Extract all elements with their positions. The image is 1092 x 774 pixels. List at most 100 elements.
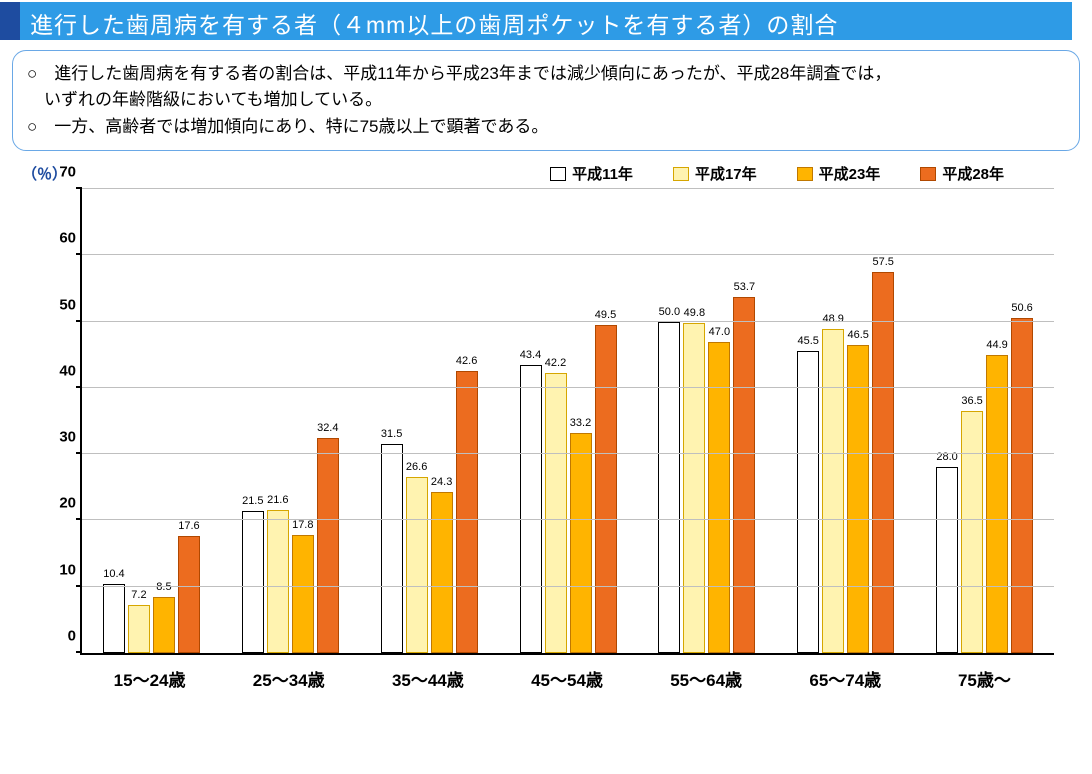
y-tick-mark — [76, 187, 82, 189]
y-tick-mark — [76, 452, 82, 454]
bar-value-label: 17.6 — [178, 520, 199, 532]
bar: 49.8 — [683, 323, 705, 653]
bar: 24.3 — [431, 492, 453, 653]
y-tick-label: 20 — [42, 495, 76, 512]
bar: 17.8 — [292, 535, 314, 653]
bar: 57.5 — [872, 272, 894, 653]
bar-value-label: 10.4 — [103, 568, 124, 580]
bar-value-label: 49.8 — [684, 307, 705, 319]
legend-swatch — [673, 167, 689, 181]
title-accent — [0, 2, 20, 40]
bar-value-label: 26.6 — [406, 461, 427, 473]
bar: 53.7 — [733, 297, 755, 653]
bar: 45.5 — [797, 351, 819, 653]
y-tick-label: 70 — [42, 164, 76, 181]
x-axis-label: 35～44歳 — [358, 666, 497, 691]
bar: 43.4 — [520, 365, 542, 653]
bar: 21.6 — [267, 510, 289, 653]
bar-value-label: 32.4 — [317, 422, 338, 434]
y-tick-mark — [76, 253, 82, 255]
bar: 28.0 — [936, 467, 958, 653]
y-tick-label: 10 — [42, 561, 76, 578]
bar: 42.2 — [545, 373, 567, 653]
bar-value-label: 21.6 — [267, 494, 288, 506]
grid-line — [82, 254, 1054, 255]
bars: 31.526.624.342.6 — [381, 189, 478, 653]
bars: 43.442.233.249.5 — [520, 189, 617, 653]
y-tick-label: 0 — [42, 628, 76, 645]
bar: 49.5 — [595, 325, 617, 653]
bar: 42.6 — [456, 371, 478, 653]
summary-line-3: ○ 一方、高齢者では増加傾向にあり、特に75歳以上で顕著である。 — [27, 114, 1065, 140]
legend-swatch — [920, 167, 936, 181]
y-tick-label: 30 — [42, 429, 76, 446]
y-tick-mark — [76, 518, 82, 520]
y-tick-label: 40 — [42, 362, 76, 379]
bar-group: 43.442.233.249.5 — [499, 189, 638, 653]
bar-value-label: 44.9 — [986, 339, 1007, 351]
legend-item: 平成17年 — [673, 163, 757, 184]
y-tick-mark — [76, 386, 82, 388]
bar-value-label: 7.2 — [131, 589, 146, 601]
bars: 50.049.847.053.7 — [658, 189, 755, 653]
x-axis-labels: 15～24歳25～34歳35～44歳45～54歳55～64歳65～74歳75歳～ — [80, 666, 1054, 691]
bar: 32.4 — [317, 438, 339, 653]
bar: 8.5 — [153, 597, 175, 653]
legend-item: 平成11年 — [550, 163, 633, 184]
bar-group: 31.526.624.342.6 — [360, 189, 499, 653]
grid-line — [82, 453, 1054, 454]
bar-value-label: 42.2 — [545, 357, 566, 369]
bar-group: 28.036.544.950.6 — [915, 189, 1054, 653]
bar: 17.6 — [178, 536, 200, 653]
legend-item: 平成23年 — [797, 163, 881, 184]
bar-value-label: 31.5 — [381, 428, 402, 440]
bar-value-label: 24.3 — [431, 476, 452, 488]
bar-value-label: 17.8 — [292, 519, 313, 531]
chart: （％） 平成11年平成17年平成23年平成28年 10.47.28.517.62… — [28, 167, 1064, 697]
bar-value-label: 42.6 — [456, 355, 477, 367]
bars: 10.47.28.517.6 — [103, 189, 200, 653]
bar-value-label: 53.7 — [734, 281, 755, 293]
bar-value-label: 48.9 — [823, 313, 844, 325]
bar-value-label: 50.6 — [1011, 302, 1032, 314]
page-title: 進行した歯周病を有する者（４mm以上の歯周ポケットを有する者）の割合 — [20, 2, 1072, 40]
bar: 26.6 — [406, 477, 428, 653]
y-tick-label: 60 — [42, 230, 76, 247]
bar-group: 10.47.28.517.6 — [82, 189, 221, 653]
legend-label: 平成28年 — [942, 163, 1004, 184]
plot-area: 10.47.28.517.621.521.617.832.431.526.624… — [80, 189, 1054, 655]
legend: 平成11年 平成17年 平成23年 平成28年 — [550, 163, 1004, 184]
bar-value-label: 21.5 — [242, 495, 263, 507]
bar: 47.0 — [708, 342, 730, 654]
bar-value-label: 43.4 — [520, 349, 541, 361]
y-tick-mark — [76, 585, 82, 587]
grid-line — [82, 387, 1054, 388]
bar-value-label: 50.0 — [659, 306, 680, 318]
bar: 50.0 — [658, 322, 680, 653]
grid-line — [82, 519, 1054, 520]
bar: 44.9 — [986, 355, 1008, 653]
bar-value-label: 46.5 — [848, 329, 869, 341]
legend-swatch — [550, 167, 566, 181]
legend-label: 平成23年 — [819, 163, 881, 184]
bar-value-label: 47.0 — [709, 326, 730, 338]
bars: 45.5 48.9 46.557.5 — [797, 189, 894, 653]
grid-line — [82, 321, 1054, 322]
grid-line — [82, 188, 1054, 189]
summary-box: ○ 進行した歯周病を有する者の割合は、平成11年から平成23年までは減少傾向にあ… — [12, 50, 1080, 151]
legend-label: 平成17年 — [695, 163, 757, 184]
legend-swatch — [797, 167, 813, 181]
bar: 36.5 — [961, 411, 983, 653]
bar-group: 45.5 48.9 46.557.5 — [776, 189, 915, 653]
x-axis-label: 75歳～ — [915, 666, 1054, 691]
x-axis-label: 25～34歳 — [219, 666, 358, 691]
title-bar: 進行した歯周病を有する者（４mm以上の歯周ポケットを有する者）の割合 — [0, 2, 1072, 40]
bar-value-label: 33.2 — [570, 417, 591, 429]
bar-value-label: 36.5 — [961, 395, 982, 407]
bar-value-label: 45.5 — [798, 335, 819, 347]
x-axis-label: 65～74歳 — [776, 666, 915, 691]
bars: 28.036.544.950.6 — [936, 189, 1033, 653]
bar-group: 50.049.847.053.7 — [637, 189, 776, 653]
bar: 46.5 — [847, 345, 869, 653]
bar: 33.2 — [570, 433, 592, 653]
